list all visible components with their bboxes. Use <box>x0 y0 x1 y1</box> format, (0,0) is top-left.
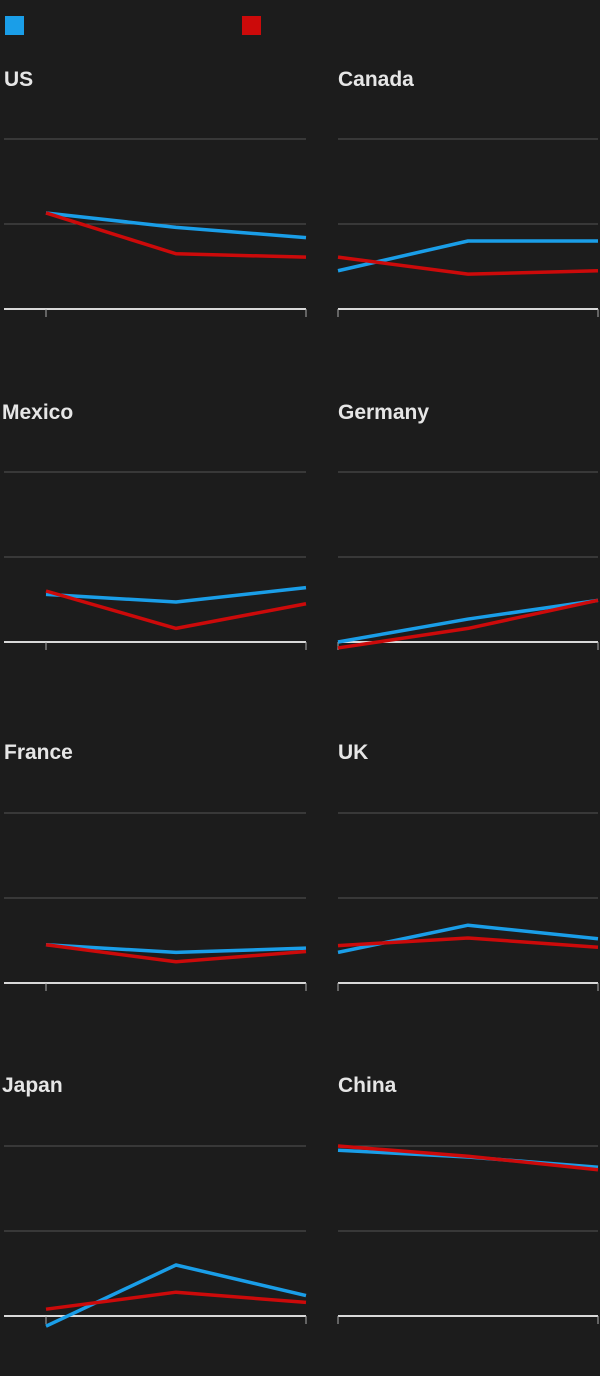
panel-title-france: France <box>4 741 73 764</box>
panel-us: US <box>4 68 307 317</box>
panel-japan: Japan <box>2 1074 307 1328</box>
panel-canada: Canada <box>337 68 599 317</box>
series-line-red <box>337 598 599 650</box>
series-line-blue <box>337 598 599 644</box>
panel-title-japan: Japan <box>2 1074 63 1097</box>
series-line-blue <box>45 585 307 604</box>
series-line-blue <box>45 943 307 955</box>
series-line-red <box>337 255 599 276</box>
legend-swatch-red <box>242 16 261 35</box>
panel-title-china: China <box>338 1074 397 1097</box>
panel-uk: UK <box>337 741 599 991</box>
series-line-blue <box>337 239 598 273</box>
panel-china: China <box>337 1074 599 1324</box>
series-line-blue <box>45 1263 307 1328</box>
panel-title-us: US <box>4 68 33 91</box>
legend-swatch-blue <box>5 16 24 35</box>
series-line-red <box>45 211 307 259</box>
panel-mexico: Mexico <box>2 401 307 650</box>
series-line-red <box>45 1290 307 1311</box>
series-line-red <box>45 589 307 631</box>
panel-germany: Germany <box>337 401 599 650</box>
panel-title-mexico: Mexico <box>2 401 73 424</box>
panel-title-germany: Germany <box>338 401 429 424</box>
panel-title-canada: Canada <box>338 68 414 91</box>
series-line-red <box>337 936 599 950</box>
series-line-blue <box>45 211 307 240</box>
series-line-red <box>45 943 307 964</box>
panel-france: France <box>4 741 307 991</box>
panel-title-uk: UK <box>338 741 368 764</box>
series-line-red <box>337 1144 599 1172</box>
